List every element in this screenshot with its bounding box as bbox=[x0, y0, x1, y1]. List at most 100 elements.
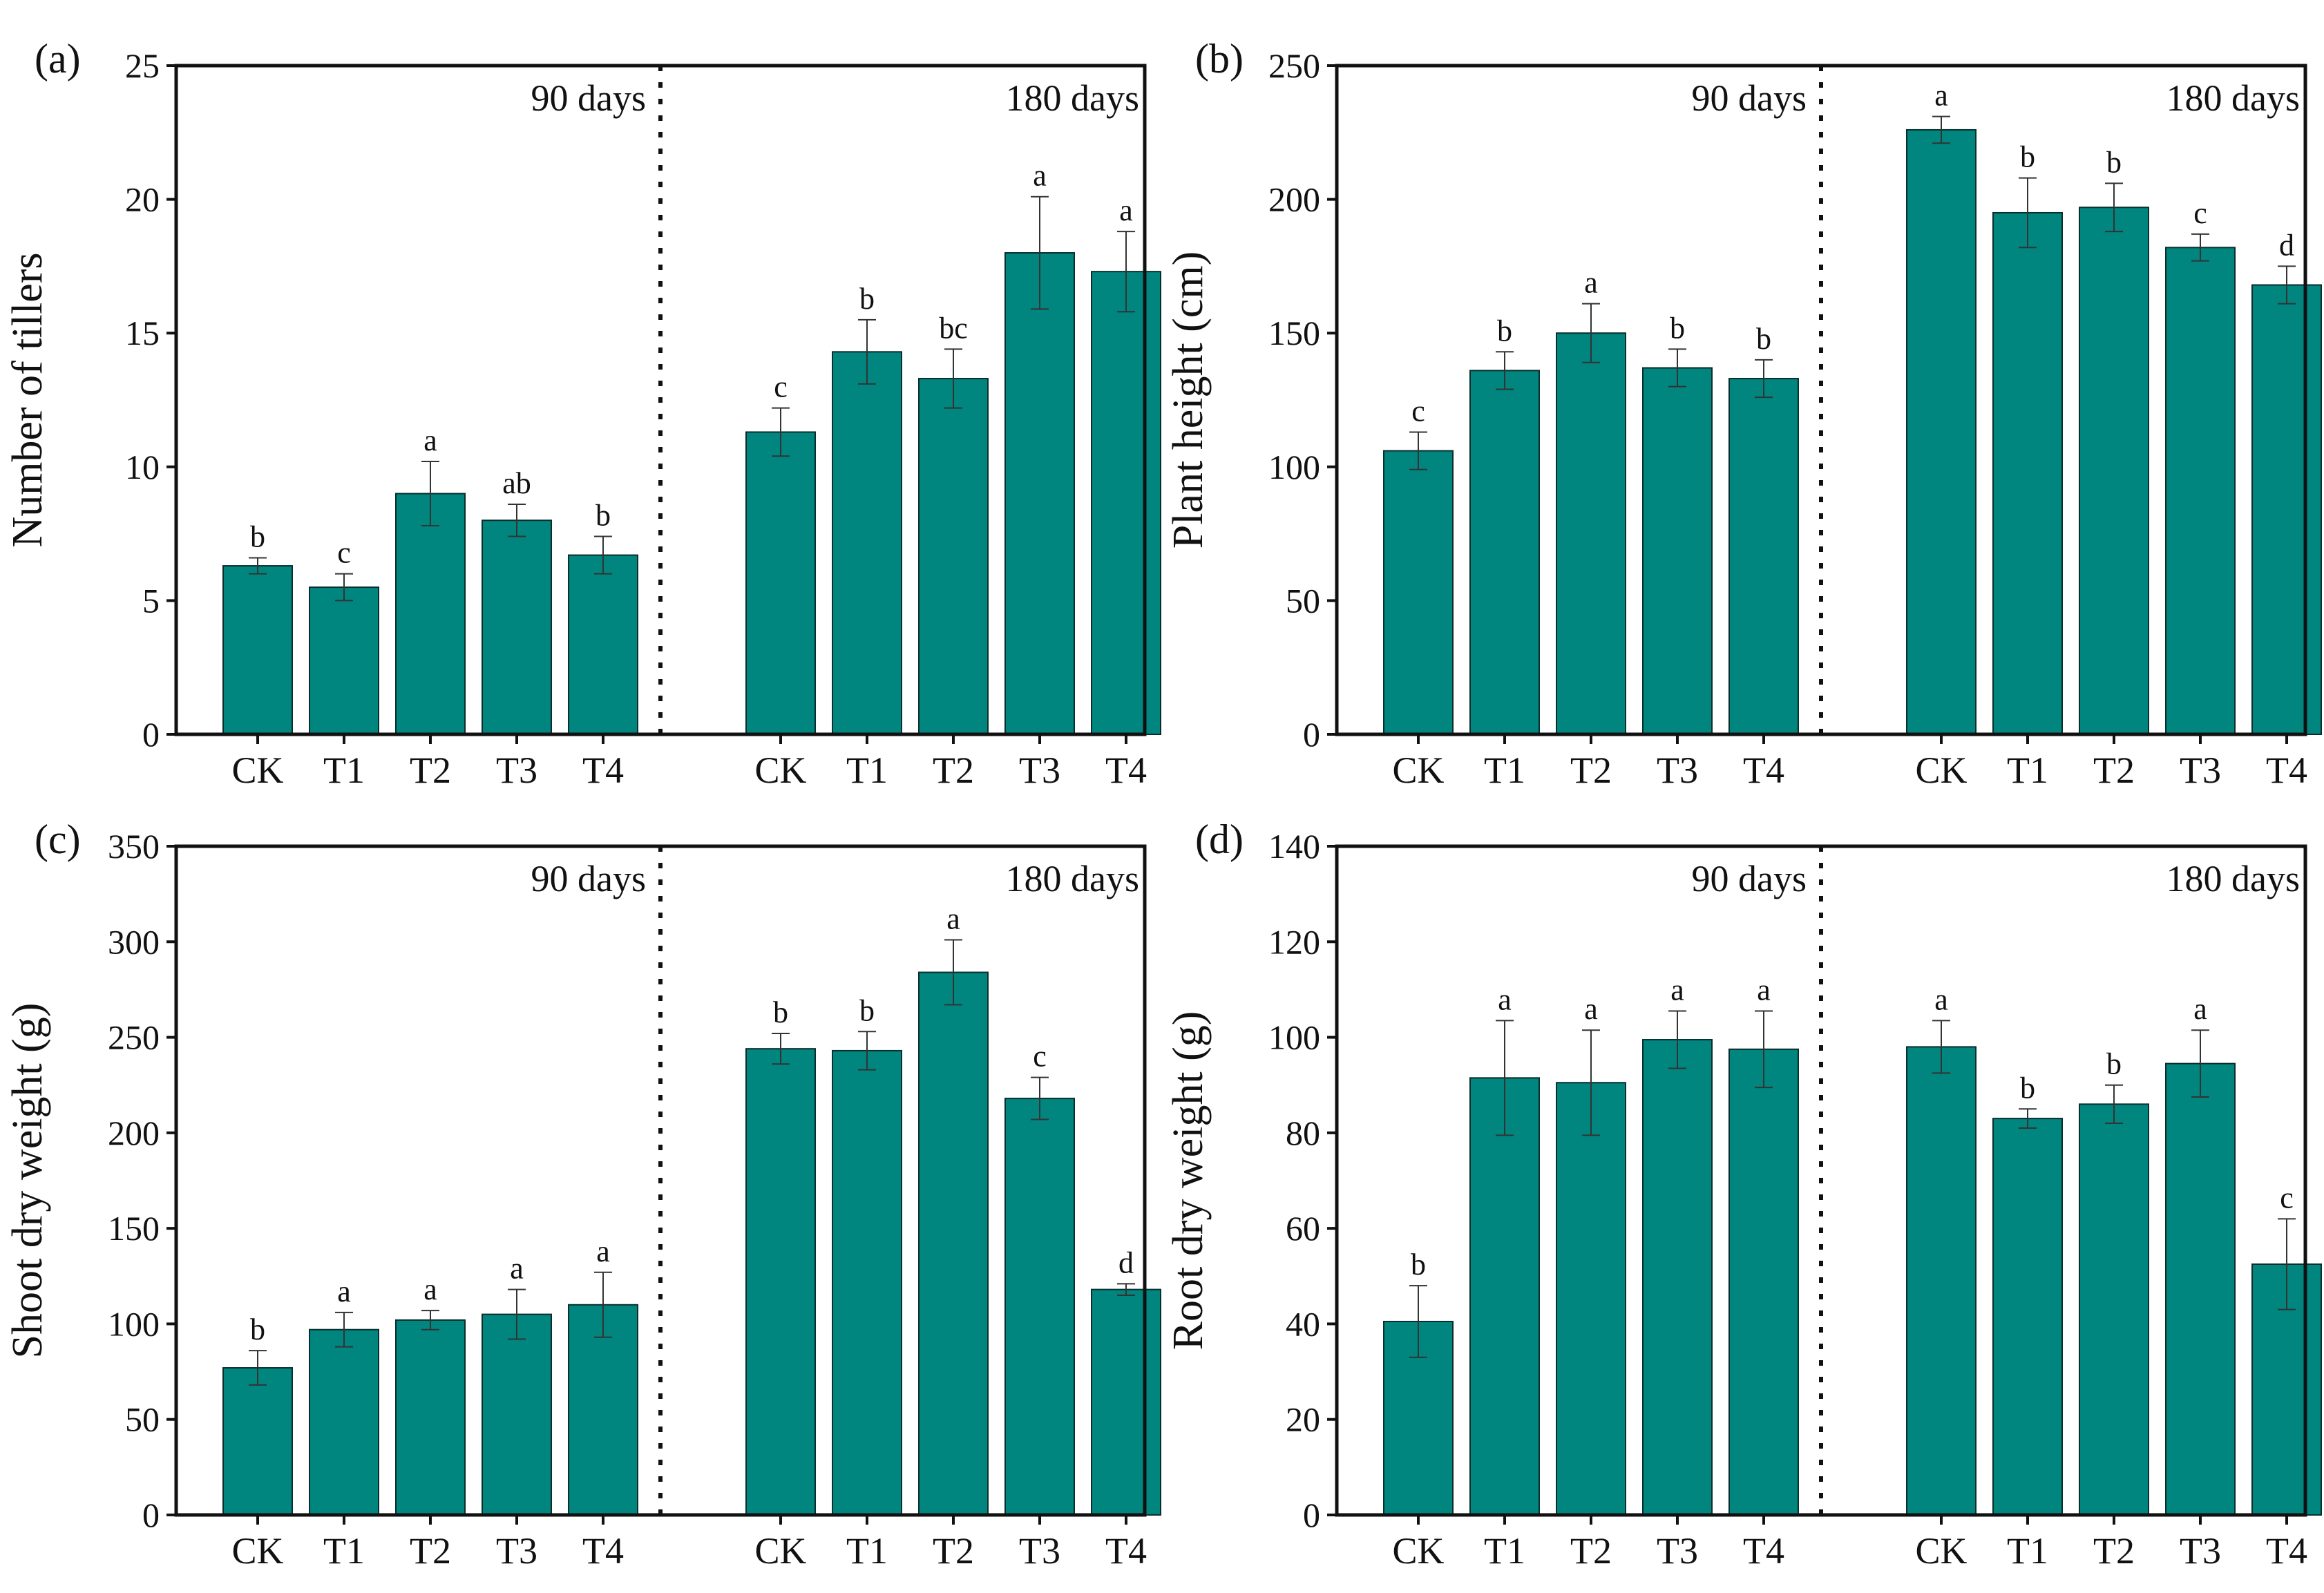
bar-180d-ck bbox=[745, 431, 816, 735]
x-tick-label: T4 bbox=[1743, 750, 1784, 791]
error-bar bbox=[1031, 195, 1049, 310]
y-tick-label: 20 bbox=[1286, 1400, 1320, 1439]
x-tick-label: T1 bbox=[1484, 750, 1525, 791]
x-tick-label: CK bbox=[1915, 1530, 1967, 1572]
x-tick-label: T3 bbox=[1019, 750, 1060, 791]
significance-letter: a bbox=[1119, 193, 1133, 227]
x-tick-label: CK bbox=[231, 1530, 283, 1572]
bar-180d-t3 bbox=[2165, 247, 2236, 735]
bar-90d-t3 bbox=[1642, 367, 1713, 735]
error-bar bbox=[1668, 348, 1686, 388]
bar-90d-ck bbox=[222, 565, 293, 736]
bar-90d-t3 bbox=[1642, 1039, 1713, 1516]
x-tick-label: T4 bbox=[1743, 1530, 1784, 1572]
bar-90d-t1 bbox=[1469, 1077, 1540, 1516]
error-bar bbox=[2191, 233, 2209, 262]
y-tick-label: 350 bbox=[108, 827, 160, 866]
x-tick-label: T4 bbox=[582, 750, 624, 791]
bar-90d-t4 bbox=[1728, 378, 1799, 735]
y-axis-title: Plant height (cm) bbox=[1165, 251, 1212, 549]
significance-letter: c bbox=[2193, 196, 2207, 230]
x-tick-label: T1 bbox=[846, 1530, 888, 1572]
x-tick-label: T4 bbox=[1105, 1530, 1147, 1572]
bar-90d-t1 bbox=[309, 1328, 379, 1516]
plot-frame bbox=[1335, 844, 2307, 1517]
error-bar bbox=[1668, 1010, 1686, 1069]
group-label-90-days: 90 days bbox=[1692, 858, 1807, 899]
error-bar bbox=[2019, 177, 2037, 249]
x-tick-label: CK bbox=[754, 750, 806, 791]
significance-letter: b bbox=[2020, 140, 2035, 174]
y-tick-label: 150 bbox=[108, 1209, 160, 1248]
x-tick-label: CK bbox=[231, 750, 283, 791]
x-tick-label: T1 bbox=[323, 1530, 365, 1572]
y-tick-label: 200 bbox=[1268, 180, 1320, 219]
significance-letter: a bbox=[1498, 982, 1512, 1016]
significance-letter: a bbox=[1670, 973, 1684, 1007]
group-label-90-days: 90 days bbox=[531, 858, 646, 899]
bar-90d-t2 bbox=[395, 493, 466, 736]
error-bar bbox=[1582, 303, 1600, 363]
error-bar bbox=[1932, 115, 1950, 144]
error-bar bbox=[594, 535, 612, 575]
y-tick-label: 5 bbox=[142, 581, 160, 620]
y-tick-label: 140 bbox=[1268, 827, 1320, 866]
error-bar bbox=[1755, 1010, 1773, 1089]
error-bar bbox=[1409, 1285, 1427, 1358]
x-tick-label: T2 bbox=[1570, 1530, 1612, 1572]
bar-180d-t1 bbox=[1992, 211, 2063, 735]
bar-180d-t2 bbox=[918, 971, 989, 1516]
error-bar bbox=[421, 461, 439, 526]
y-tick-label: 200 bbox=[108, 1114, 160, 1152]
significance-letter: a bbox=[1934, 982, 1948, 1016]
significance-letter: b bbox=[2106, 145, 2122, 179]
x-tick-label: T3 bbox=[496, 1530, 537, 1572]
y-tick-label: 100 bbox=[1268, 1018, 1320, 1057]
error-bar bbox=[1496, 1020, 1514, 1136]
bar-90d-t4 bbox=[568, 1304, 638, 1516]
x-tick-label: T3 bbox=[2180, 750, 2221, 791]
bar-90d-t2 bbox=[1556, 332, 1626, 735]
error-bar bbox=[335, 573, 353, 602]
significance-letter: a bbox=[1584, 992, 1598, 1026]
significance-letter: b bbox=[596, 498, 611, 532]
bar-90d-t2 bbox=[1556, 1082, 1626, 1516]
error-bar bbox=[421, 1310, 439, 1330]
x-tick-label: T1 bbox=[2007, 750, 2048, 791]
error-bar bbox=[508, 504, 526, 537]
x-tick-label: T2 bbox=[2093, 1530, 2135, 1572]
group-label-180-days: 180 days bbox=[2166, 858, 2300, 899]
bar-180d-t4 bbox=[1091, 1288, 1161, 1516]
y-tick-label: 250 bbox=[108, 1018, 160, 1057]
significance-letter: a bbox=[423, 1272, 437, 1306]
panel-a: b CK c T1 a T2 ab T3 b T4 90 days c CK b T1 bc T2 a T3 a T4 1… bbox=[4, 36, 1161, 791]
x-tick-label: T2 bbox=[1570, 750, 1612, 791]
bar-180d-t1 bbox=[1992, 1118, 2063, 1516]
y-tick-label: 40 bbox=[1286, 1304, 1320, 1343]
y-tick-label: 15 bbox=[125, 314, 160, 352]
error-bar bbox=[1496, 351, 1514, 390]
significance-letter: bc bbox=[939, 311, 968, 345]
plot-frame bbox=[174, 844, 1147, 1517]
error-bar bbox=[2278, 1218, 2296, 1310]
significance-letter: a bbox=[1584, 266, 1598, 300]
y-tick-label: 150 bbox=[1268, 314, 1320, 352]
x-tick-label: T2 bbox=[2093, 750, 2135, 791]
bar-90d-ck bbox=[222, 1367, 293, 1516]
x-tick-label: T2 bbox=[410, 750, 451, 791]
error-bar bbox=[944, 939, 962, 1006]
y-tick-label: 300 bbox=[108, 922, 160, 961]
x-tick-label: T1 bbox=[1484, 1530, 1525, 1572]
error-bar bbox=[1031, 1076, 1049, 1120]
significance-letter: b bbox=[250, 1313, 265, 1346]
bar-180d-ck bbox=[1906, 1046, 1977, 1516]
significance-letter: b bbox=[1411, 1248, 1426, 1281]
x-tick-label: T3 bbox=[1657, 1530, 1698, 1572]
x-tick-label: T2 bbox=[933, 750, 974, 791]
bar-180d-t3 bbox=[2165, 1062, 2236, 1516]
significance-letter: a bbox=[946, 902, 960, 936]
y-tick-label: 0 bbox=[1303, 715, 1320, 754]
x-tick-label: T1 bbox=[323, 750, 365, 791]
error-bar bbox=[1582, 1029, 1600, 1136]
